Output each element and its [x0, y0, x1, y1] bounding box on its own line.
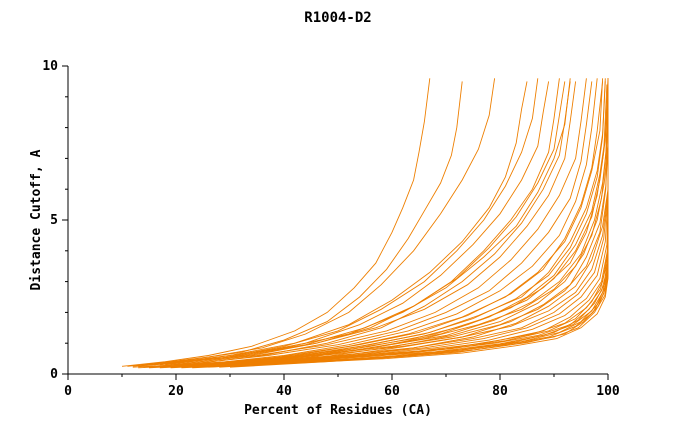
model-curve — [229, 78, 609, 368]
model-curve — [121, 78, 431, 367]
x-tick-label: 0 — [64, 384, 72, 399]
model-curve — [170, 78, 587, 366]
chart-title: R1004-D2 — [304, 10, 371, 26]
model-curve — [197, 78, 598, 366]
model-curve — [219, 87, 609, 368]
x-tick-label: 40 — [276, 384, 292, 399]
model-curve — [175, 84, 608, 366]
series-layer — [121, 78, 609, 369]
model-curve — [132, 81, 609, 368]
model-curve — [219, 78, 606, 366]
x-tick-label: 20 — [168, 384, 184, 399]
model-curve — [175, 78, 560, 366]
x-tick-label: 60 — [384, 384, 400, 399]
model-curve — [148, 84, 609, 369]
model-curve — [192, 87, 609, 369]
x-tick-label: 80 — [492, 384, 508, 399]
model-curve — [256, 90, 609, 366]
axes-layer: 0 20 40 60 80 100 0 5 10 — [42, 59, 620, 399]
model-curve — [143, 87, 609, 368]
model-curve — [246, 87, 609, 366]
y-tick-label: 0 — [50, 367, 58, 382]
model-curve — [186, 81, 571, 366]
x-tick-label: 100 — [596, 384, 620, 399]
model-curve — [154, 78, 609, 368]
model-curve — [224, 81, 609, 366]
y-tick-label: 5 — [50, 213, 58, 228]
model-curve — [197, 93, 609, 368]
model-curve — [138, 78, 539, 367]
model-curve — [186, 87, 609, 366]
model-curve — [235, 84, 609, 366]
model-curve — [208, 81, 609, 368]
y-axis-label: Distance Cutoff, A — [29, 149, 44, 290]
model-curve — [159, 81, 577, 366]
model-curve — [208, 81, 604, 366]
y-tick-label: 10 — [42, 59, 58, 74]
model-curve — [143, 78, 496, 366]
x-axis-label: Percent of Residues (CA) — [244, 403, 432, 418]
model-curve — [138, 96, 609, 369]
model-curve — [154, 81, 528, 366]
model-curve — [202, 81, 606, 366]
model-curve — [175, 84, 609, 368]
model-curve — [165, 90, 609, 368]
model-curve — [181, 81, 593, 366]
model-curve — [132, 81, 463, 367]
model-curve — [148, 81, 566, 366]
model-curve — [165, 81, 550, 366]
model-curve — [192, 78, 604, 366]
model-curve — [127, 78, 571, 367]
